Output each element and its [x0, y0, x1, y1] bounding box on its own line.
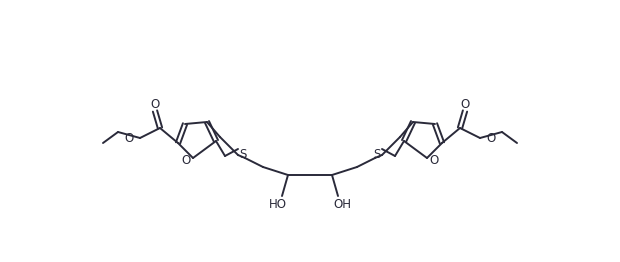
Text: OH: OH	[333, 198, 351, 210]
Text: S: S	[239, 148, 246, 161]
Text: O: O	[151, 99, 159, 112]
Text: O: O	[182, 154, 190, 166]
Text: S: S	[374, 148, 381, 161]
Text: O: O	[125, 132, 134, 145]
Text: HO: HO	[269, 198, 287, 210]
Text: O: O	[461, 99, 469, 112]
Text: O: O	[486, 132, 495, 145]
Text: O: O	[430, 154, 438, 166]
